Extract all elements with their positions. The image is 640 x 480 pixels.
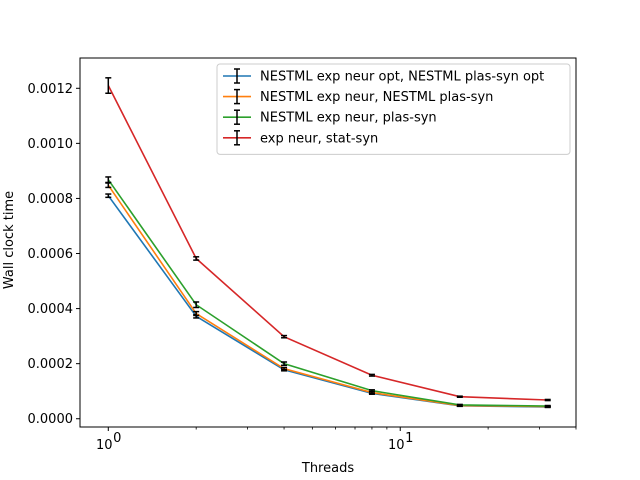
x-axis-label: Threads — [301, 461, 354, 476]
data-point — [193, 310, 200, 317]
y-tick-label: 0.0000 — [28, 412, 74, 427]
data-point — [193, 256, 200, 261]
data-point — [105, 193, 112, 199]
data-point — [281, 334, 288, 339]
legend-label: exp neur, stat-syn — [260, 131, 378, 146]
series-3 — [105, 77, 551, 402]
data-point — [105, 77, 112, 94]
data-point — [456, 395, 463, 399]
x-tick-exponent: 1 — [405, 431, 413, 446]
data-point — [105, 176, 112, 184]
data-point — [544, 404, 551, 408]
axes-layer: 0.0000 0.0002 0.0004 0.0006 0.0008 0.0010 0.00… — [28, 57, 577, 453]
legend-label: NESTML exp neur, plas-syn — [260, 111, 437, 126]
series-line — [107, 85, 548, 401]
data-point — [193, 301, 200, 309]
series-2 — [105, 176, 551, 408]
legend-entry: exp neur, stat-syn — [223, 130, 378, 146]
legend-entry: NESTML exp neur, plas-syn — [223, 109, 437, 126]
data-point — [281, 361, 288, 367]
data-point — [544, 398, 551, 402]
legend-box — [216, 63, 571, 155]
y-tick-label: 0.0004 — [28, 302, 74, 317]
series-line — [107, 179, 548, 407]
data-point — [456, 403, 463, 407]
y-tick-label: 0.0006 — [28, 247, 74, 262]
y-axis-label: Wall clock time — [2, 191, 17, 289]
x-tick-label: 10 — [388, 438, 405, 453]
data-point — [368, 389, 375, 393]
x-tick-label: 10 — [96, 438, 113, 453]
legend-entry: NESTML exp neur opt, NESTML plas-syn opt — [223, 68, 544, 85]
legend-entry: NESTML exp neur, NESTML plas-syn — [223, 88, 493, 105]
data-point — [281, 366, 288, 371]
y-tick-label: 0.0002 — [28, 357, 74, 372]
y-tick-label: 0.0010 — [28, 137, 74, 152]
y-tick-label: 0.0008 — [28, 192, 74, 207]
x-tick-exponent: 0 — [113, 431, 121, 446]
axes-frame — [79, 57, 577, 428]
y-tick-label: 0.0012 — [28, 82, 74, 97]
data-point — [368, 373, 375, 377]
series-layer — [105, 77, 551, 409]
legend-label: NESTML exp neur opt, NESTML plas-syn opt — [260, 70, 544, 85]
legend-label: NESTML exp neur, NESTML plas-syn — [260, 90, 493, 105]
legend: NESTML exp neur opt, NESTML plas-syn opt… — [216, 63, 571, 155]
